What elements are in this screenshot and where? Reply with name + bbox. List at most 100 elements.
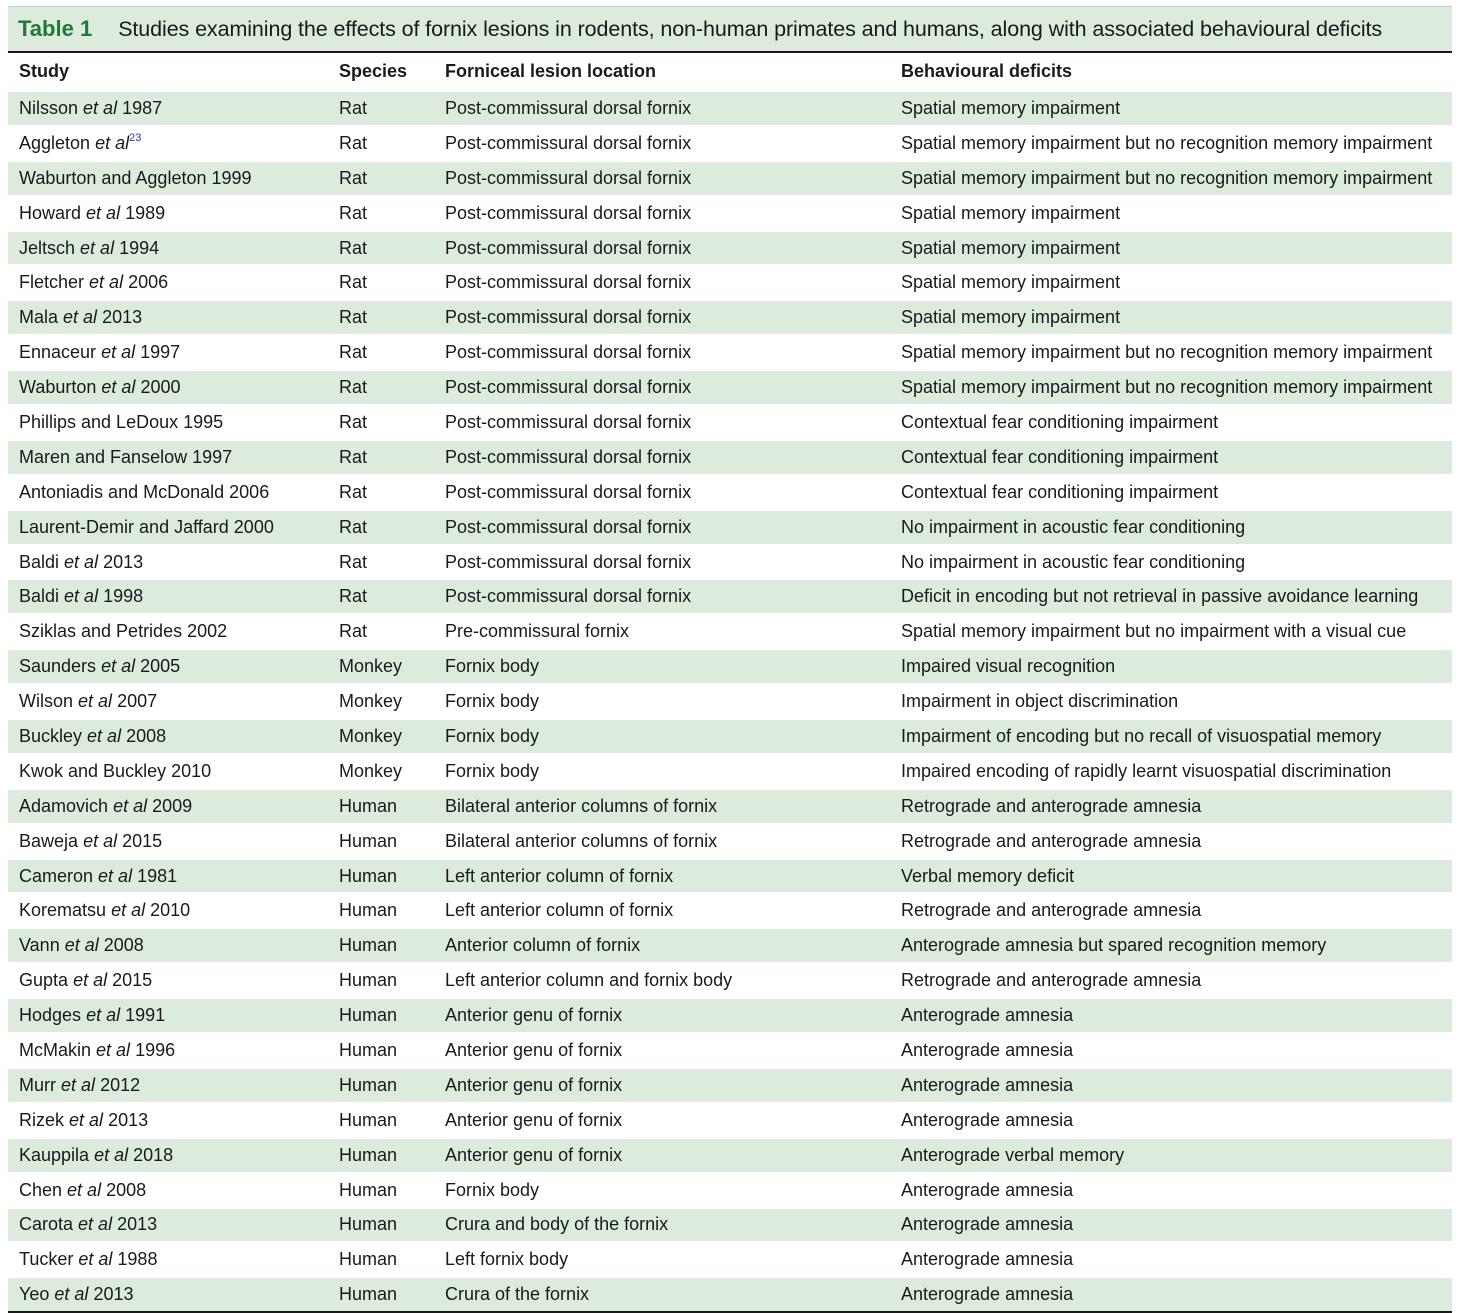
table-row: Chen et al 2008 Human Fornix body Anterogra… <box>8 1171 1452 1208</box>
study-author: Fletcher <box>19 272 85 293</box>
study-etal: et al <box>89 272 124 293</box>
cell-deficit: Contextual fear conditioning impairment <box>890 404 1452 440</box>
study-year: 2018 <box>133 1144 174 1165</box>
study-year: 2012 <box>100 1074 141 1095</box>
table-row: Korematsu et al 2010 Human Left anterior c… <box>8 892 1452 929</box>
cell-species: Human <box>328 927 434 964</box>
cell-species: Human <box>328 1206 434 1243</box>
cell-deficit: Impaired visual recognition <box>890 648 1452 685</box>
cell-species: Rat <box>328 299 434 336</box>
cell-species: Human <box>328 962 434 999</box>
table-row: Cameron et al 1981 Human Left anterior col… <box>8 857 1452 894</box>
study-year: 2000 <box>233 516 274 537</box>
cell-study: Fletcher et al 2006 <box>8 264 328 301</box>
cell-species: Rat <box>328 194 434 231</box>
cell-deficit: Anterograde amnesia <box>890 1276 1452 1312</box>
study-year: 2009 <box>152 795 193 816</box>
cell-deficit: Spatial memory impairment <box>890 90 1452 126</box>
table-row: Hodges et al 1991 Human Anterior genu of f… <box>8 997 1452 1034</box>
table-row: Murr et al 2012 Human Anterior genu of for… <box>8 1066 1452 1103</box>
cell-study: Baweja et al 2015 <box>8 822 328 859</box>
table-row: Yeo et al 2013 Human Crura of the fornix An… <box>8 1276 1452 1312</box>
cell-species: Rat <box>328 404 434 440</box>
cell-study: Rizek et al 2013 <box>8 1101 328 1138</box>
study-author: Adamovich <box>19 795 109 816</box>
cell-location: Post-commissural dorsal fornix <box>434 264 890 301</box>
cell-species: Human <box>328 1171 434 1208</box>
study-author: Rizek <box>19 1109 65 1130</box>
cell-deficit: Anterograde amnesia <box>890 1171 1452 1208</box>
study-etal: et al <box>86 202 121 223</box>
study-author: Ennaceur <box>19 342 97 363</box>
top-rule <box>8 51 1452 53</box>
study-year: 1999 <box>211 167 252 188</box>
table-row: Aggleton et al23 Rat Post-commissural dors… <box>8 124 1452 161</box>
cell-deficit: Spatial memory impairment but no recogni… <box>890 124 1452 161</box>
cell-species: Rat <box>328 613 434 650</box>
cell-location: Post-commissural dorsal fornix <box>434 334 890 371</box>
table-figure: Table 1 Studies examining the effects of… <box>8 6 1452 1313</box>
study-year: 2013 <box>108 1109 149 1130</box>
cell-location: Left fornix body <box>434 1241 890 1278</box>
study-author: Maren and Fanselow <box>19 446 188 467</box>
table-row: Antoniadis and McDonald 2006 Rat Post-comm… <box>8 473 1452 510</box>
table-row: Nilsson et al 1987 Rat Post-commissural do… <box>8 90 1452 126</box>
cell-location: Post-commissural dorsal fornix <box>434 404 890 440</box>
cell-location: Post-commissural dorsal fornix <box>434 124 890 161</box>
study-author: Howard <box>19 202 82 223</box>
study-author: Kauppila <box>19 1144 90 1165</box>
cell-study: Adamovich et al 2009 <box>8 787 328 824</box>
study-year: 2008 <box>126 725 167 746</box>
cell-location: Pre-commissural fornix <box>434 613 890 650</box>
table-row: Adamovich et al 2009 Human Bilateral anter… <box>8 787 1452 824</box>
cell-species: Human <box>328 1032 434 1068</box>
table-row: Mala et al 2013 Rat Post-commissural dorsa… <box>8 299 1452 336</box>
cell-study: McMakin et al 1996 <box>8 1032 328 1068</box>
cell-species: Rat <box>328 438 434 475</box>
cell-deficit: Anterograde amnesia but spared recogniti… <box>890 927 1452 964</box>
study-author: Chen <box>19 1179 63 1200</box>
cell-deficit: Impairment in object discrimination <box>890 683 1452 720</box>
study-year: 2008 <box>103 935 144 956</box>
cell-study: Baldi et al 1998 <box>8 578 328 615</box>
study-etal: et al <box>95 133 130 154</box>
cell-species: Rat <box>328 508 434 545</box>
study-year: 1981 <box>137 865 178 886</box>
study-author: Vann <box>19 935 60 956</box>
cell-deficit: Deficit in encoding but not retrieval in… <box>890 578 1452 615</box>
cell-study: Buckley et al 2008 <box>8 718 328 754</box>
study-author: Phillips and LeDoux <box>19 411 179 432</box>
cell-species: Human <box>328 1066 434 1103</box>
cell-deficit: Spatial memory impairment <box>890 194 1452 231</box>
cell-study: Chen et al 2008 <box>8 1171 328 1208</box>
cell-deficit: Spatial memory impairment <box>890 299 1452 336</box>
table-row: Rizek et al 2013 Human Anterior genu of fo… <box>8 1101 1452 1138</box>
study-author: Korematsu <box>19 900 107 921</box>
study-year: 1996 <box>135 1039 176 1060</box>
cell-location: Fornix body <box>434 683 890 720</box>
cell-location: Bilateral anterior columns of fornix <box>434 822 890 859</box>
table-row: Kwok and Buckley 2010 Monkey Fornix body Im… <box>8 752 1452 789</box>
cell-deficit: Spatial memory impairment but no impairm… <box>890 613 1452 650</box>
study-year: 1994 <box>119 237 160 258</box>
cell-study: Kwok and Buckley 2010 <box>8 752 328 789</box>
table-row: Gupta et al 2015 Human Left anterior colum… <box>8 962 1452 999</box>
table-row: Saunders et al 2005 Monkey Fornix body Impa… <box>8 648 1452 685</box>
study-year: 2010 <box>171 760 212 781</box>
cell-species: Human <box>328 1276 434 1312</box>
study-author: McMakin <box>19 1039 92 1060</box>
study-etal: et al <box>83 830 118 851</box>
cell-deficit: Anterograde amnesia <box>890 1032 1452 1068</box>
cell-species: Rat <box>328 159 434 196</box>
study-author: Buckley <box>19 725 83 746</box>
cell-location: Fornix body <box>434 648 890 685</box>
study-year: 2002 <box>187 621 228 642</box>
cell-species: Rat <box>328 334 434 371</box>
cell-study: Kauppila et al 2018 <box>8 1136 328 1173</box>
cell-location: Left anterior column of fornix <box>434 892 890 929</box>
study-author: Waburton and Aggleton <box>19 167 207 188</box>
reference-link[interactable]: 23 <box>129 132 142 145</box>
cell-study: Maren and Fanselow 1997 <box>8 438 328 475</box>
cell-deficit: Anterograde amnesia <box>890 1241 1452 1278</box>
header-study: Study <box>8 53 328 92</box>
